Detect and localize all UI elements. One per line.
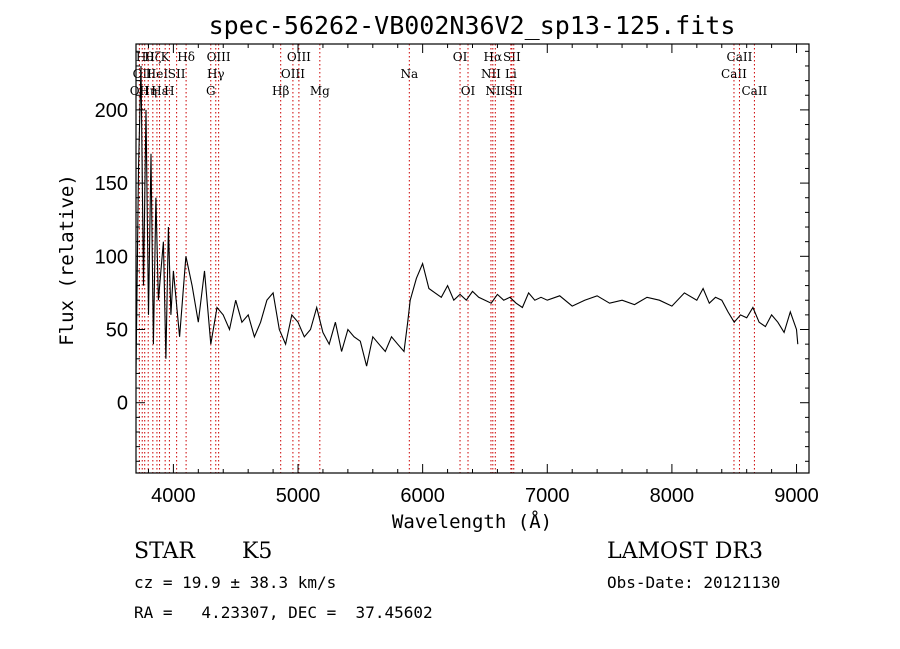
line-label-21: NII	[481, 67, 501, 81]
line-label-29: CaII	[741, 84, 767, 98]
line-label-17: Mg	[310, 84, 330, 98]
chart-title: spec-56262-VB002N36V2_sp13-125.fits	[209, 11, 736, 40]
y-tick-label-0: 0	[117, 393, 128, 415]
object-class: STAR	[134, 539, 195, 564]
y-tick-label-2: 100	[95, 246, 128, 268]
line-label-22: Hα	[484, 50, 503, 64]
y-tick-label-1: 50	[106, 320, 128, 342]
x-tick-label-1: 5000	[276, 485, 321, 507]
y-tick-label-3: 150	[95, 173, 128, 195]
redshift-value: cz = 19.9 ± 38.3 km/s	[134, 573, 337, 592]
line-label-13: OIII	[207, 50, 231, 64]
line-label-15: OIII	[281, 67, 305, 81]
x-tick-label-5: 9000	[774, 485, 819, 507]
x-tick-label-0: 4000	[151, 485, 196, 507]
object-subclass: K5	[242, 539, 273, 564]
line-label-19: OI	[453, 50, 468, 64]
line-label-16: OIII	[287, 50, 311, 64]
x-tick-label-4: 8000	[650, 485, 695, 507]
x-axis-label: Wavelength (Å)	[392, 510, 552, 533]
line-label-11: G	[206, 84, 216, 98]
observation-date: Obs-Date: 20121130	[607, 573, 781, 592]
spectral-line-markers: OII OII Hθ Hη Hζ HeI Hε K H SII Hδ G Hγ OIII Hβ OIII OII…	[130, 44, 768, 473]
x-tick-label-2: 6000	[400, 485, 445, 507]
line-label-20: OI	[461, 84, 476, 98]
line-label-3: Hη	[139, 84, 157, 98]
y-axis-label: Flux (relative)	[56, 174, 78, 346]
line-label-4: Hζ	[144, 50, 161, 64]
line-label-0: OII	[130, 84, 150, 98]
coordinates: RA = 4.23307, DEC = 37.45602	[134, 603, 433, 622]
y-tick-label-4: 200	[95, 100, 128, 122]
line-label-12: Hγ	[207, 67, 225, 81]
line-label-1: OII	[133, 67, 153, 81]
line-label-9: SII	[168, 67, 186, 81]
plot-frame	[135, 43, 810, 474]
line-label-18: Na	[400, 67, 418, 81]
line-label-26: SII	[505, 84, 523, 98]
line-label-2: Hθ	[136, 50, 154, 64]
line-label-10: Hδ	[177, 50, 195, 64]
x-tick-label-3: 7000	[525, 485, 570, 507]
line-label-14: Hβ	[272, 84, 289, 98]
line-label-7: K	[161, 50, 171, 64]
line-label-25: SII	[503, 50, 521, 64]
flux-series-line	[135, 65, 799, 374]
line-label-27: CaII	[721, 67, 747, 81]
line-label-5: HeI	[146, 67, 169, 81]
line-label-8: H	[164, 84, 174, 98]
axis-ticks: 4000 5000 6000 7000 8000 9000 0 50 100 150 200	[95, 44, 819, 507]
line-label-23: NII	[485, 84, 505, 98]
survey-name: LAMOST DR3	[607, 539, 763, 564]
line-label-28: CaII	[727, 50, 753, 64]
line-label-6: Hε	[151, 84, 168, 98]
line-label-24: Li	[505, 67, 517, 81]
